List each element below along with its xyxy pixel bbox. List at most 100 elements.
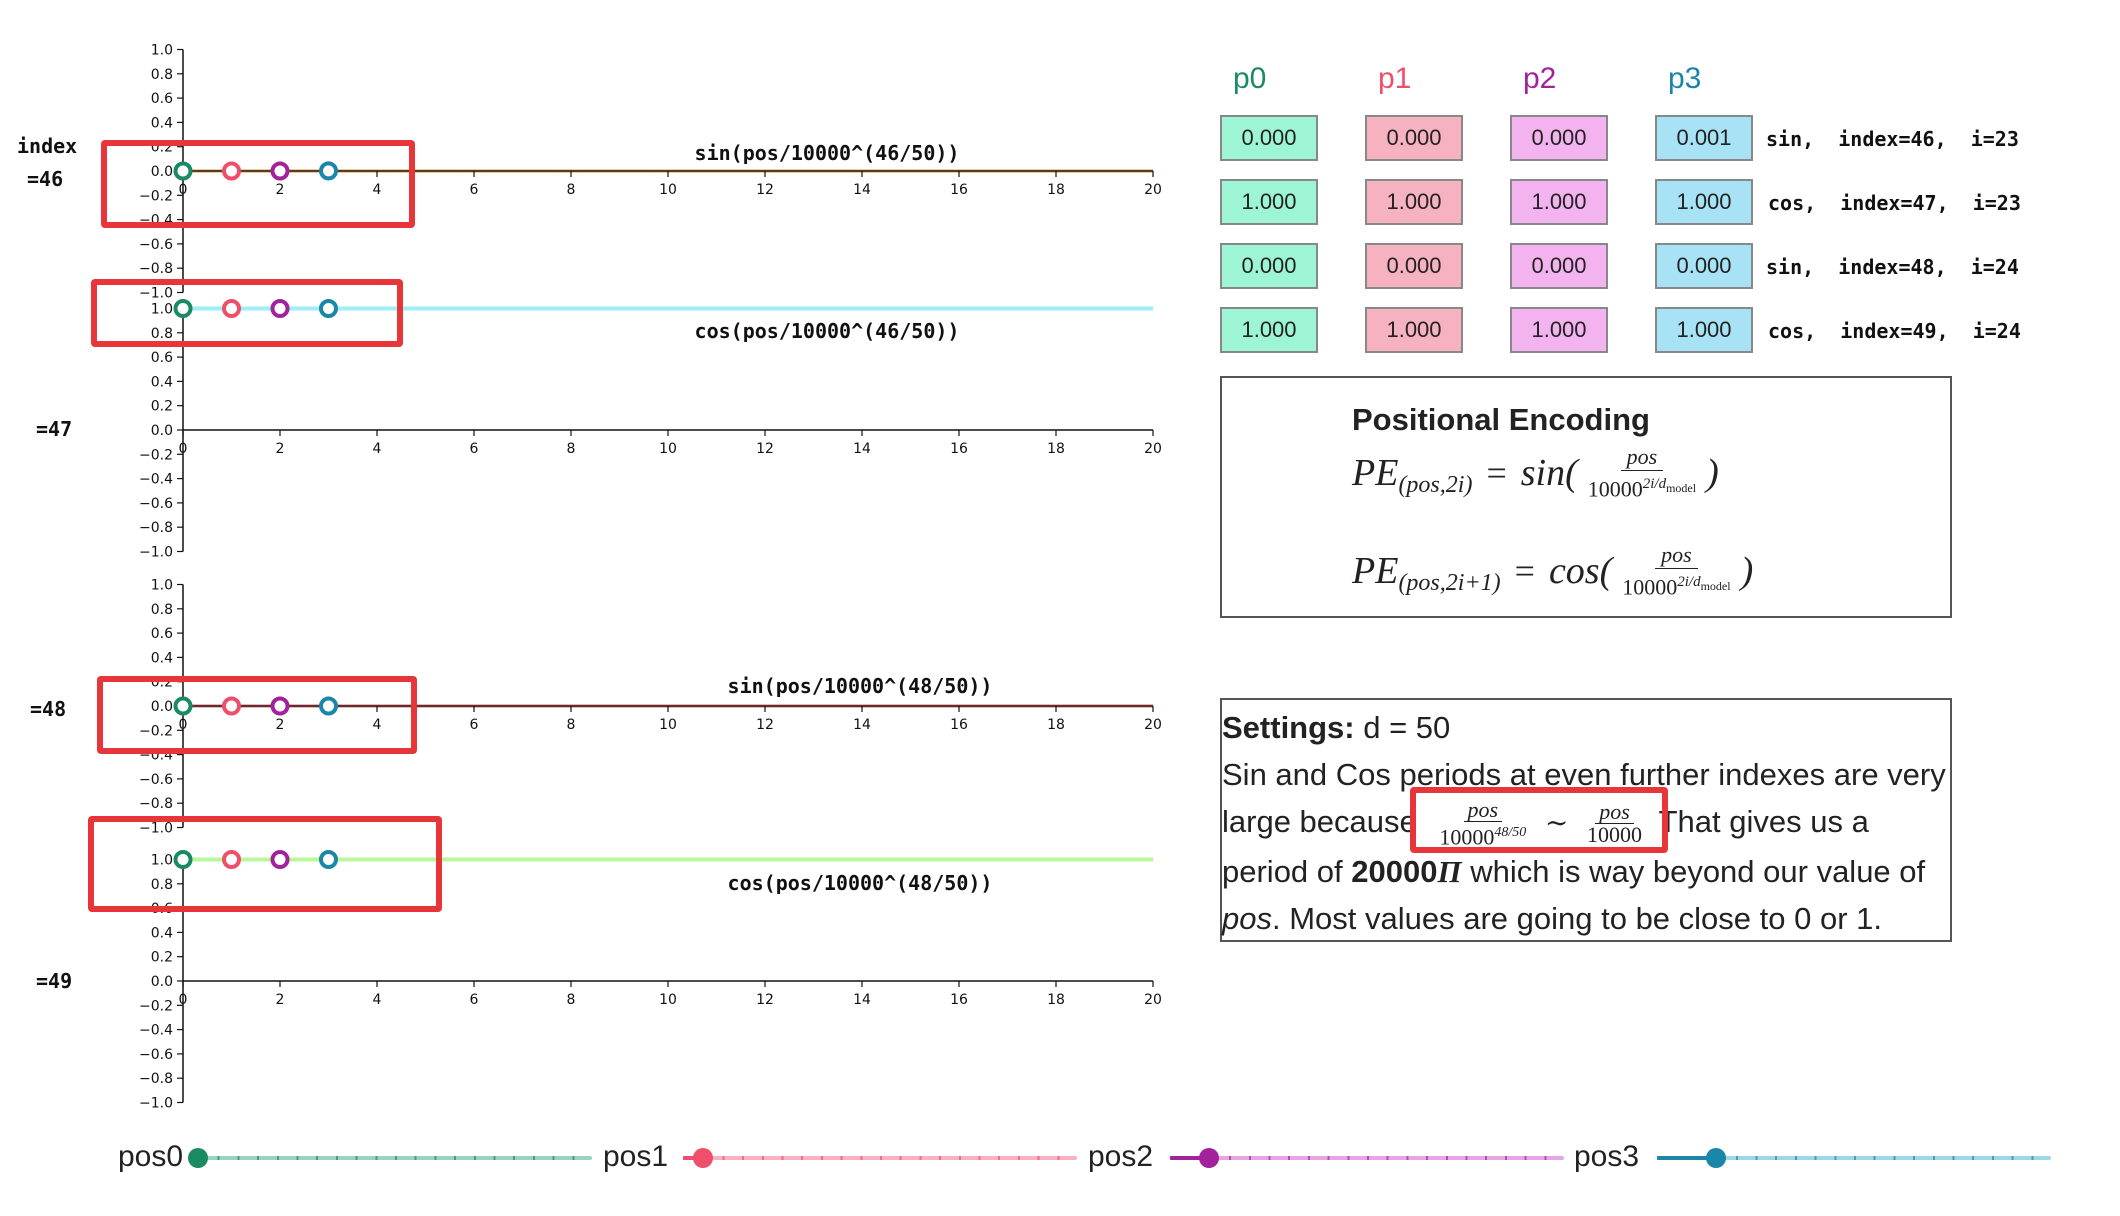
data-point xyxy=(222,161,241,181)
highlight-box xyxy=(91,279,403,347)
y-tick-label: −0.8 xyxy=(139,520,173,536)
y-tick-label: 0.4 xyxy=(151,374,173,390)
x-tick-label: 4 xyxy=(373,992,382,1008)
y-tick-label: −0.4 xyxy=(139,1023,173,1039)
table-cell: 0.000 xyxy=(1365,243,1463,289)
x-tick-label: 16 xyxy=(950,992,968,1008)
x-tick-label: 2 xyxy=(276,992,285,1008)
data-point xyxy=(270,161,290,181)
tilde: ∼ xyxy=(1544,806,1569,839)
table-cell: 0.000 xyxy=(1510,115,1608,161)
close-paren: ) xyxy=(1706,452,1719,495)
data-point xyxy=(173,696,193,716)
x-tick-label: 2 xyxy=(276,441,285,457)
x-tick-label: 10 xyxy=(659,717,677,733)
settings-line: Settings: d = 50 xyxy=(1222,710,1451,745)
y-tick-label: −1.0 xyxy=(139,821,173,837)
index-label: =48 xyxy=(30,697,66,721)
settings-line: period of 20000Π which is way beyond our… xyxy=(1222,854,1926,890)
x-tick-label: 6 xyxy=(470,441,479,457)
y-tick-label: 0.6 xyxy=(151,350,173,366)
x-tick-label: 0 xyxy=(179,992,188,1008)
table-cell: 0.000 xyxy=(1655,243,1753,289)
x-tick-label: 20 xyxy=(1144,182,1162,198)
x-tick-label: 0 xyxy=(179,182,188,198)
x-tick-label: 16 xyxy=(950,441,968,457)
slider-knob[interactable] xyxy=(188,1148,208,1168)
x-tick-label: 14 xyxy=(853,717,871,733)
slider-knob[interactable] xyxy=(1199,1148,1220,1168)
x-tick-label: 18 xyxy=(1047,441,1065,457)
x-tick-label: 16 xyxy=(950,182,968,198)
y-tick-label: −0.2 xyxy=(139,447,173,463)
table-cell: 1.000 xyxy=(1510,307,1608,353)
table-cell: 1.000 xyxy=(1655,179,1753,225)
y-tick-label: 0.6 xyxy=(151,626,173,642)
fraction-numerator: pos xyxy=(1655,542,1698,569)
x-tick-label: 14 xyxy=(853,992,871,1008)
y-tick-label: 0.8 xyxy=(151,877,173,893)
y-tick-label: −0.6 xyxy=(139,237,173,253)
data-point xyxy=(319,850,338,869)
column-header-p0: p0 xyxy=(1233,62,1267,95)
slider-label: pos3 xyxy=(1574,1140,1640,1173)
slider-knob[interactable] xyxy=(692,1148,713,1168)
slider-label: pos2 xyxy=(1088,1140,1154,1173)
column-header-p3: p3 xyxy=(1668,62,1702,95)
table-cell: 0.000 xyxy=(1510,243,1608,289)
table-cell: 1.000 xyxy=(1365,179,1463,225)
slider-label: pos1 xyxy=(603,1140,669,1173)
close-paren: ) xyxy=(1740,550,1754,593)
slider-ticks xyxy=(1657,1156,2051,1160)
column-header-p2: p2 xyxy=(1523,62,1557,95)
row-description: sin, index=48, i=24 xyxy=(1766,255,2019,279)
pe-formula-cos: PE (pos,2i+1) = cos( pos 100002i/dmodel … xyxy=(1352,542,1753,600)
data-point xyxy=(270,850,290,869)
index-label: index xyxy=(17,134,77,158)
x-tick-label: 14 xyxy=(853,182,871,198)
settings-line: Sin and Cos periods at even further inde… xyxy=(1222,757,1946,792)
table-cell: 1.000 xyxy=(1220,307,1318,353)
slider-ticks xyxy=(198,1156,592,1160)
x-tick-label: 4 xyxy=(373,717,382,733)
x-tick-label: 10 xyxy=(659,182,677,198)
y-tick-label: 0.8 xyxy=(151,326,173,342)
index-label: =47 xyxy=(36,417,72,441)
data-point xyxy=(270,299,290,318)
pe-subscript: (pos,2i+1) xyxy=(1398,569,1501,596)
data-point xyxy=(173,299,193,318)
y-tick-label: −1.0 xyxy=(139,286,173,302)
table-cell: 1.000 xyxy=(1510,179,1608,225)
slider-knob[interactable] xyxy=(1706,1148,1727,1168)
x-tick-label: 6 xyxy=(470,717,479,733)
x-tick-label: 14 xyxy=(853,441,871,457)
y-tick-label: −1.0 xyxy=(139,1096,173,1112)
y-tick-label: −0.2 xyxy=(139,188,173,204)
table-cell: 0.000 xyxy=(1365,115,1463,161)
pe-title: Positional Encoding xyxy=(1352,402,1650,437)
function-label: cos(pos/10000^(46/50)) xyxy=(695,319,960,343)
x-tick-label: 10 xyxy=(659,441,677,457)
x-tick-label: 0 xyxy=(179,441,188,457)
pe-subscript: (pos,2i) xyxy=(1398,471,1473,498)
y-tick-label: −0.2 xyxy=(139,998,173,1014)
x-tick-label: 4 xyxy=(373,182,382,198)
pe-fraction: pos 100002i/dmodel xyxy=(1584,444,1700,502)
x-tick-label: 16 xyxy=(950,717,968,733)
table-cell: 1.000 xyxy=(1365,307,1463,353)
fraction-denominator: 100002i/dmodel xyxy=(1622,574,1731,600)
data-point xyxy=(173,161,193,181)
y-tick-label: 0.0 xyxy=(151,164,173,180)
y-tick-label: 1.0 xyxy=(151,578,173,594)
data-point xyxy=(173,850,193,869)
y-tick-label: −0.6 xyxy=(139,1047,173,1063)
function-label: sin(pos/10000^(46/50)) xyxy=(695,141,960,165)
highlight-box xyxy=(97,676,417,754)
data-point xyxy=(319,299,338,318)
y-tick-label: −0.8 xyxy=(139,261,173,277)
x-tick-label: 8 xyxy=(567,441,576,457)
y-tick-label: −0.2 xyxy=(139,723,173,739)
x-tick-label: 20 xyxy=(1144,441,1162,457)
row-description: cos, index=49, i=24 xyxy=(1768,319,2021,343)
